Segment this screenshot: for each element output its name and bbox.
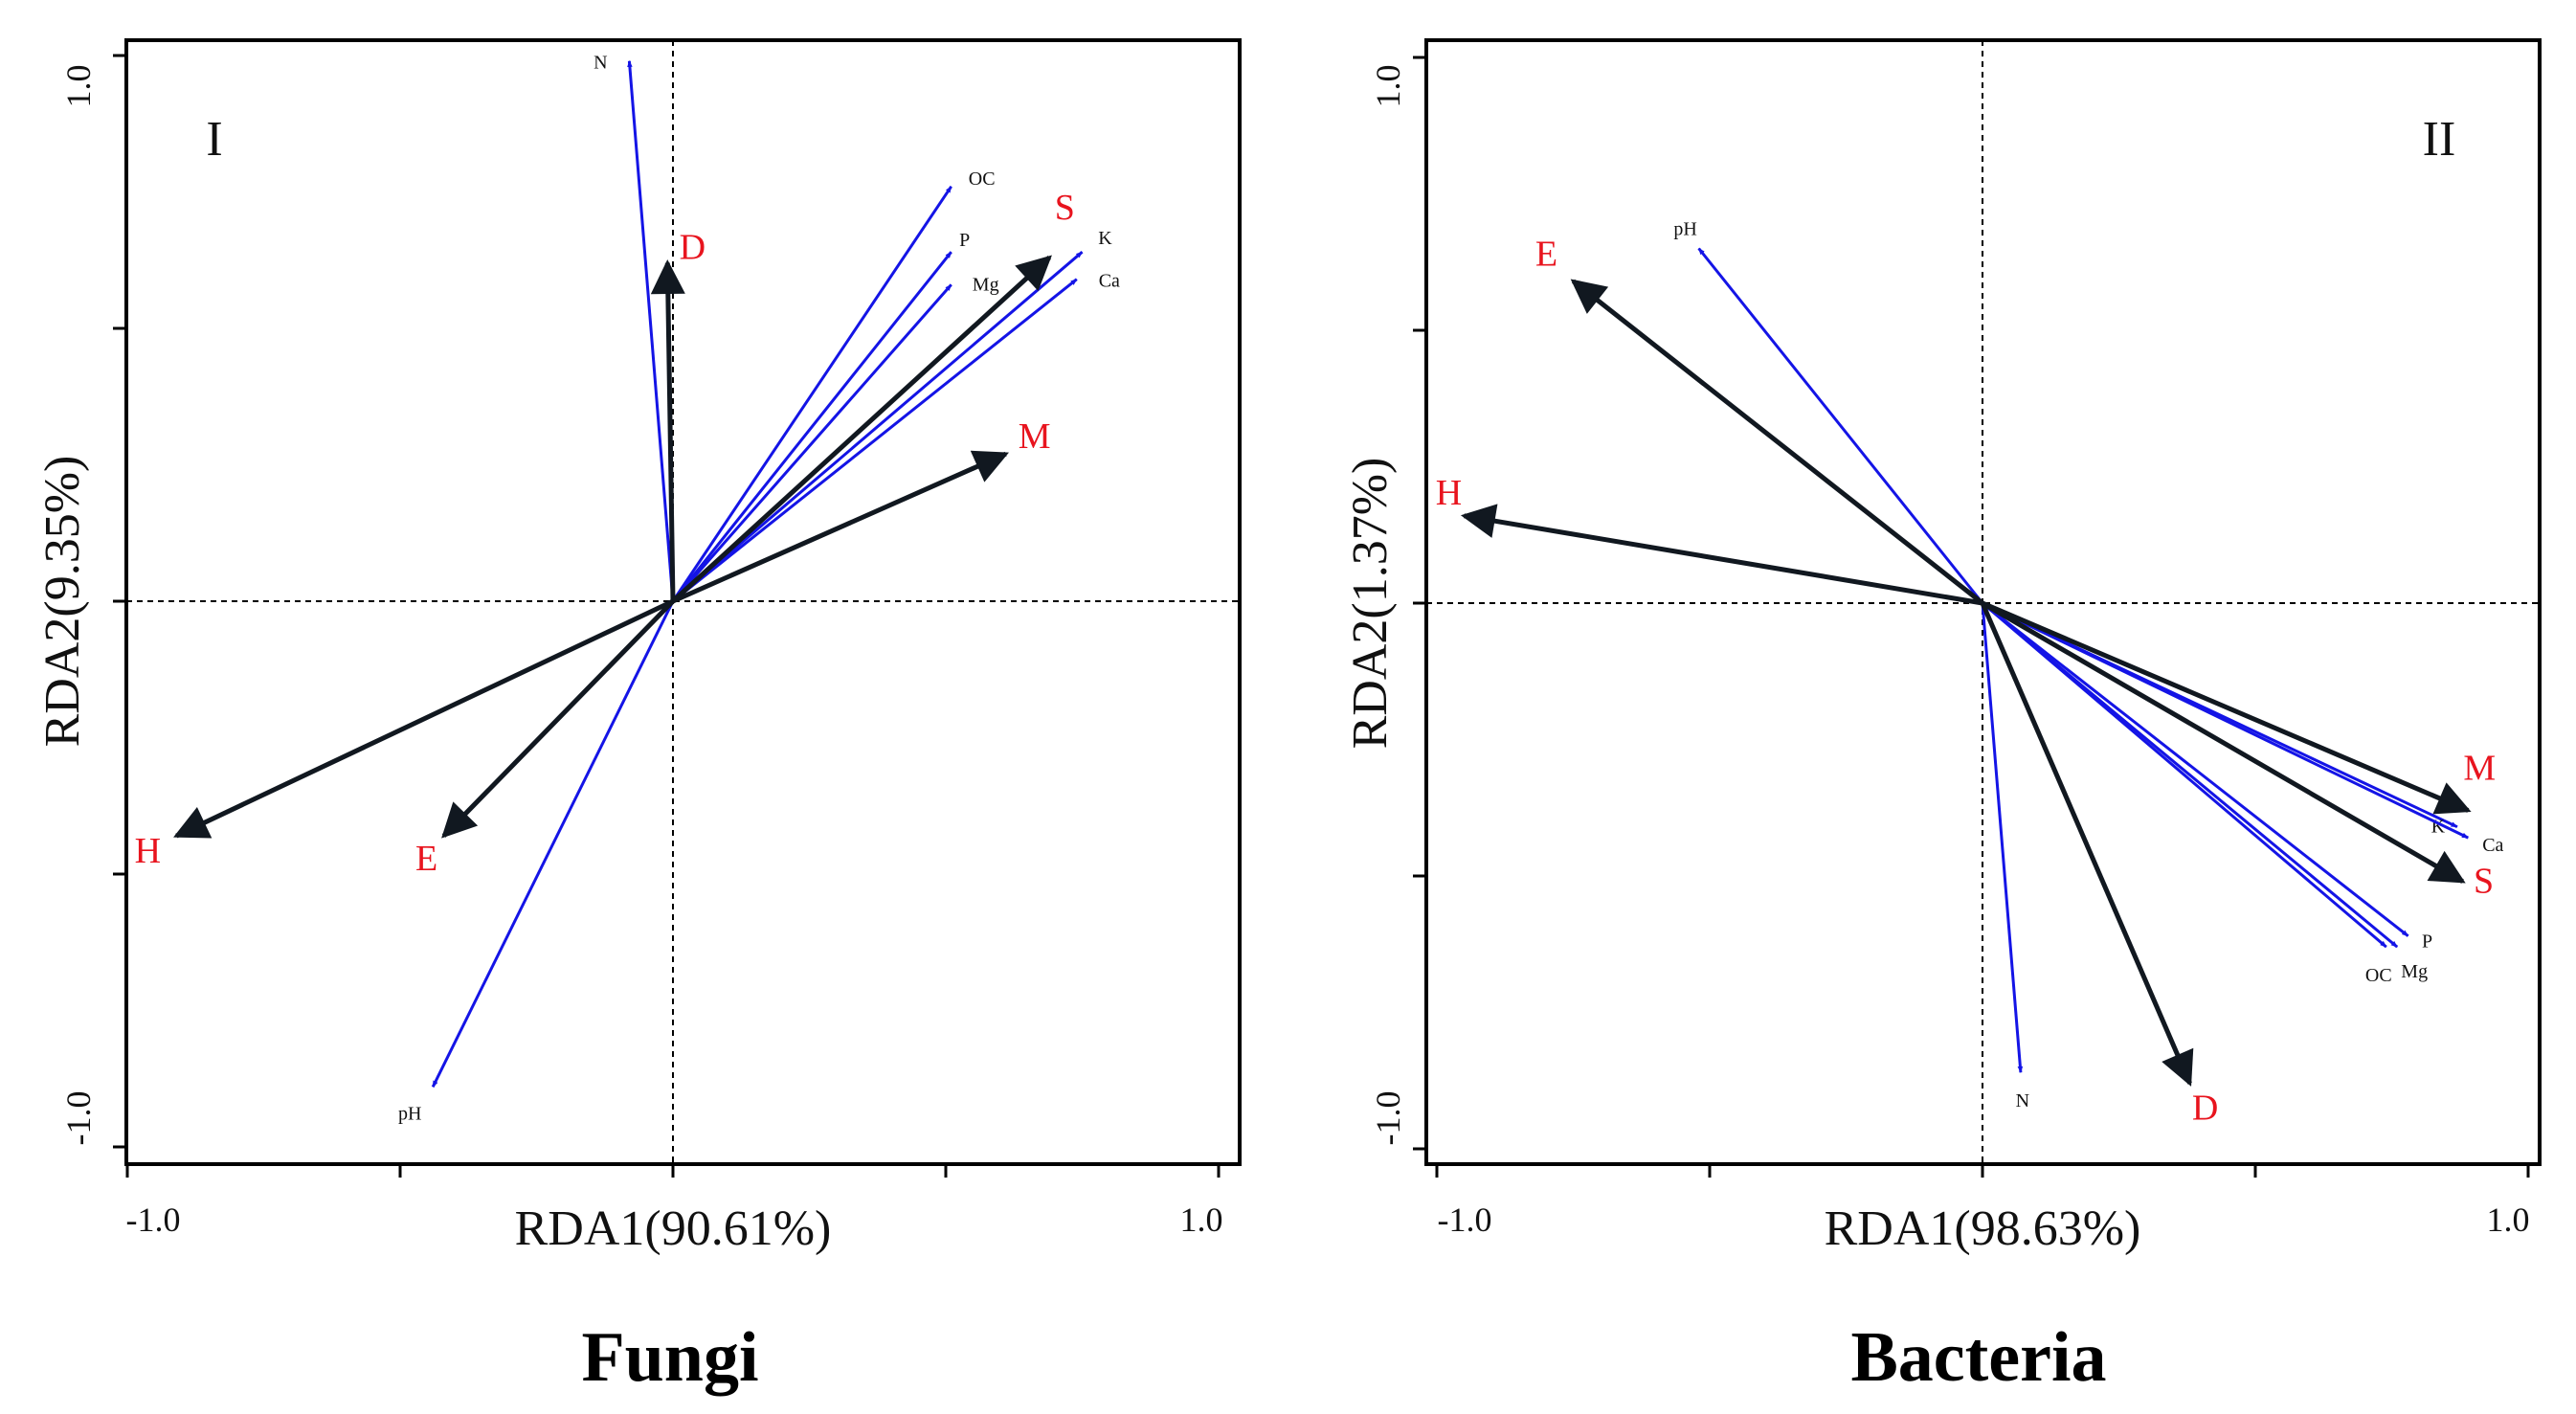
group-vector-m — [1982, 600, 2472, 815]
env-label-ph: pH — [398, 1103, 421, 1124]
env-vector-ca — [672, 278, 1078, 603]
panel-id: II — [2423, 112, 2456, 167]
axis-ticks — [1413, 56, 2530, 1178]
group-label-d: D — [680, 228, 706, 268]
panel-title: Bacteria — [1850, 1318, 2106, 1397]
env-vector-n — [1981, 602, 2024, 1073]
env-label-n: N — [594, 53, 607, 74]
x-axis-title: RDA1(90.61%) — [515, 1201, 832, 1256]
env-label-k: K — [1098, 228, 1112, 249]
panel-id: I — [206, 112, 222, 167]
x-axis-title: RDA1(98.63%) — [1825, 1201, 2141, 1256]
env-vector-oc — [1982, 601, 2387, 949]
group-vectors: E H M S D — [1436, 235, 2496, 1129]
env-vector-mg — [671, 283, 952, 602]
env-label-ca: Ca — [2482, 835, 2503, 856]
env-vector-p — [1982, 601, 2409, 937]
group-vector-d — [1980, 602, 2194, 1087]
x-tick-min: -1.0 — [126, 1201, 181, 1239]
env-label-ph: pH — [1673, 219, 1696, 240]
env-label-oc: OC — [2365, 965, 2392, 986]
panel-title: Fungi — [581, 1318, 758, 1397]
group-label-s: S — [2474, 862, 2494, 902]
group-label-e: E — [1535, 235, 1557, 275]
y-tick-min: -1.0 — [1369, 1091, 1407, 1146]
group-vector-s — [671, 255, 1052, 603]
env-vector-ca — [1982, 601, 2469, 840]
env-vector-ph — [431, 600, 675, 1088]
axis-ticks — [113, 54, 1221, 1178]
y-tick-max: 1.0 — [59, 65, 98, 108]
x-tick-max: 1.0 — [2487, 1201, 2530, 1239]
group-label-d: D — [2192, 1089, 2218, 1129]
group-label-h: H — [135, 831, 161, 871]
env-label-p: P — [959, 230, 970, 251]
x-tick-max: 1.0 — [1180, 1201, 1223, 1239]
env-label-mg: Mg — [973, 274, 999, 295]
group-label-s: S — [1055, 188, 1075, 228]
env-label-n: N — [2016, 1090, 2029, 1111]
group-label-e: E — [415, 839, 437, 879]
group-label-h: H — [1436, 473, 1462, 513]
y-axis-title: RDA2(1.37%) — [1343, 458, 1398, 750]
group-vector-s — [1981, 600, 2466, 884]
group-vectors: D S M H E — [135, 188, 1075, 879]
env-label-mg: Mg — [2401, 961, 2428, 982]
group-vector-m — [671, 450, 1009, 604]
env-vector-k — [672, 251, 1084, 603]
group-vector-d — [650, 259, 685, 602]
env-vector-ph — [1697, 247, 1984, 604]
y-tick-max: 1.0 — [1369, 65, 1407, 108]
y-tick-min: -1.0 — [59, 1091, 98, 1146]
env-vector-n — [627, 60, 675, 602]
group-label-m: M — [1019, 416, 1051, 457]
env-label-p: P — [2422, 931, 2432, 953]
env-vector-p — [671, 251, 952, 602]
group-vector-h — [173, 598, 675, 839]
env-label-oc: OC — [969, 168, 996, 190]
bacteria-panel: -1.0 1.0 1.0 -1.0 RDA1(98.63%) RDA2(1.37… — [1343, 38, 2542, 1397]
fungi-panel: -1.0 1.0 1.0 -1.0 RDA1(90.61%) RDA2(9.35… — [35, 38, 1242, 1397]
env-label-ca: Ca — [1099, 271, 1120, 292]
env-vectors: N OC P Mg K Ca pH — [398, 53, 1120, 1125]
group-vector-e — [1570, 279, 1984, 605]
group-label-m: M — [2463, 749, 2496, 789]
group-vector-h — [1460, 504, 1983, 606]
group-vector-e — [441, 599, 675, 839]
x-tick-min: -1.0 — [1438, 1201, 1492, 1239]
y-axis-title: RDA2(9.35%) — [35, 456, 90, 748]
env-vector-oc — [671, 185, 952, 602]
